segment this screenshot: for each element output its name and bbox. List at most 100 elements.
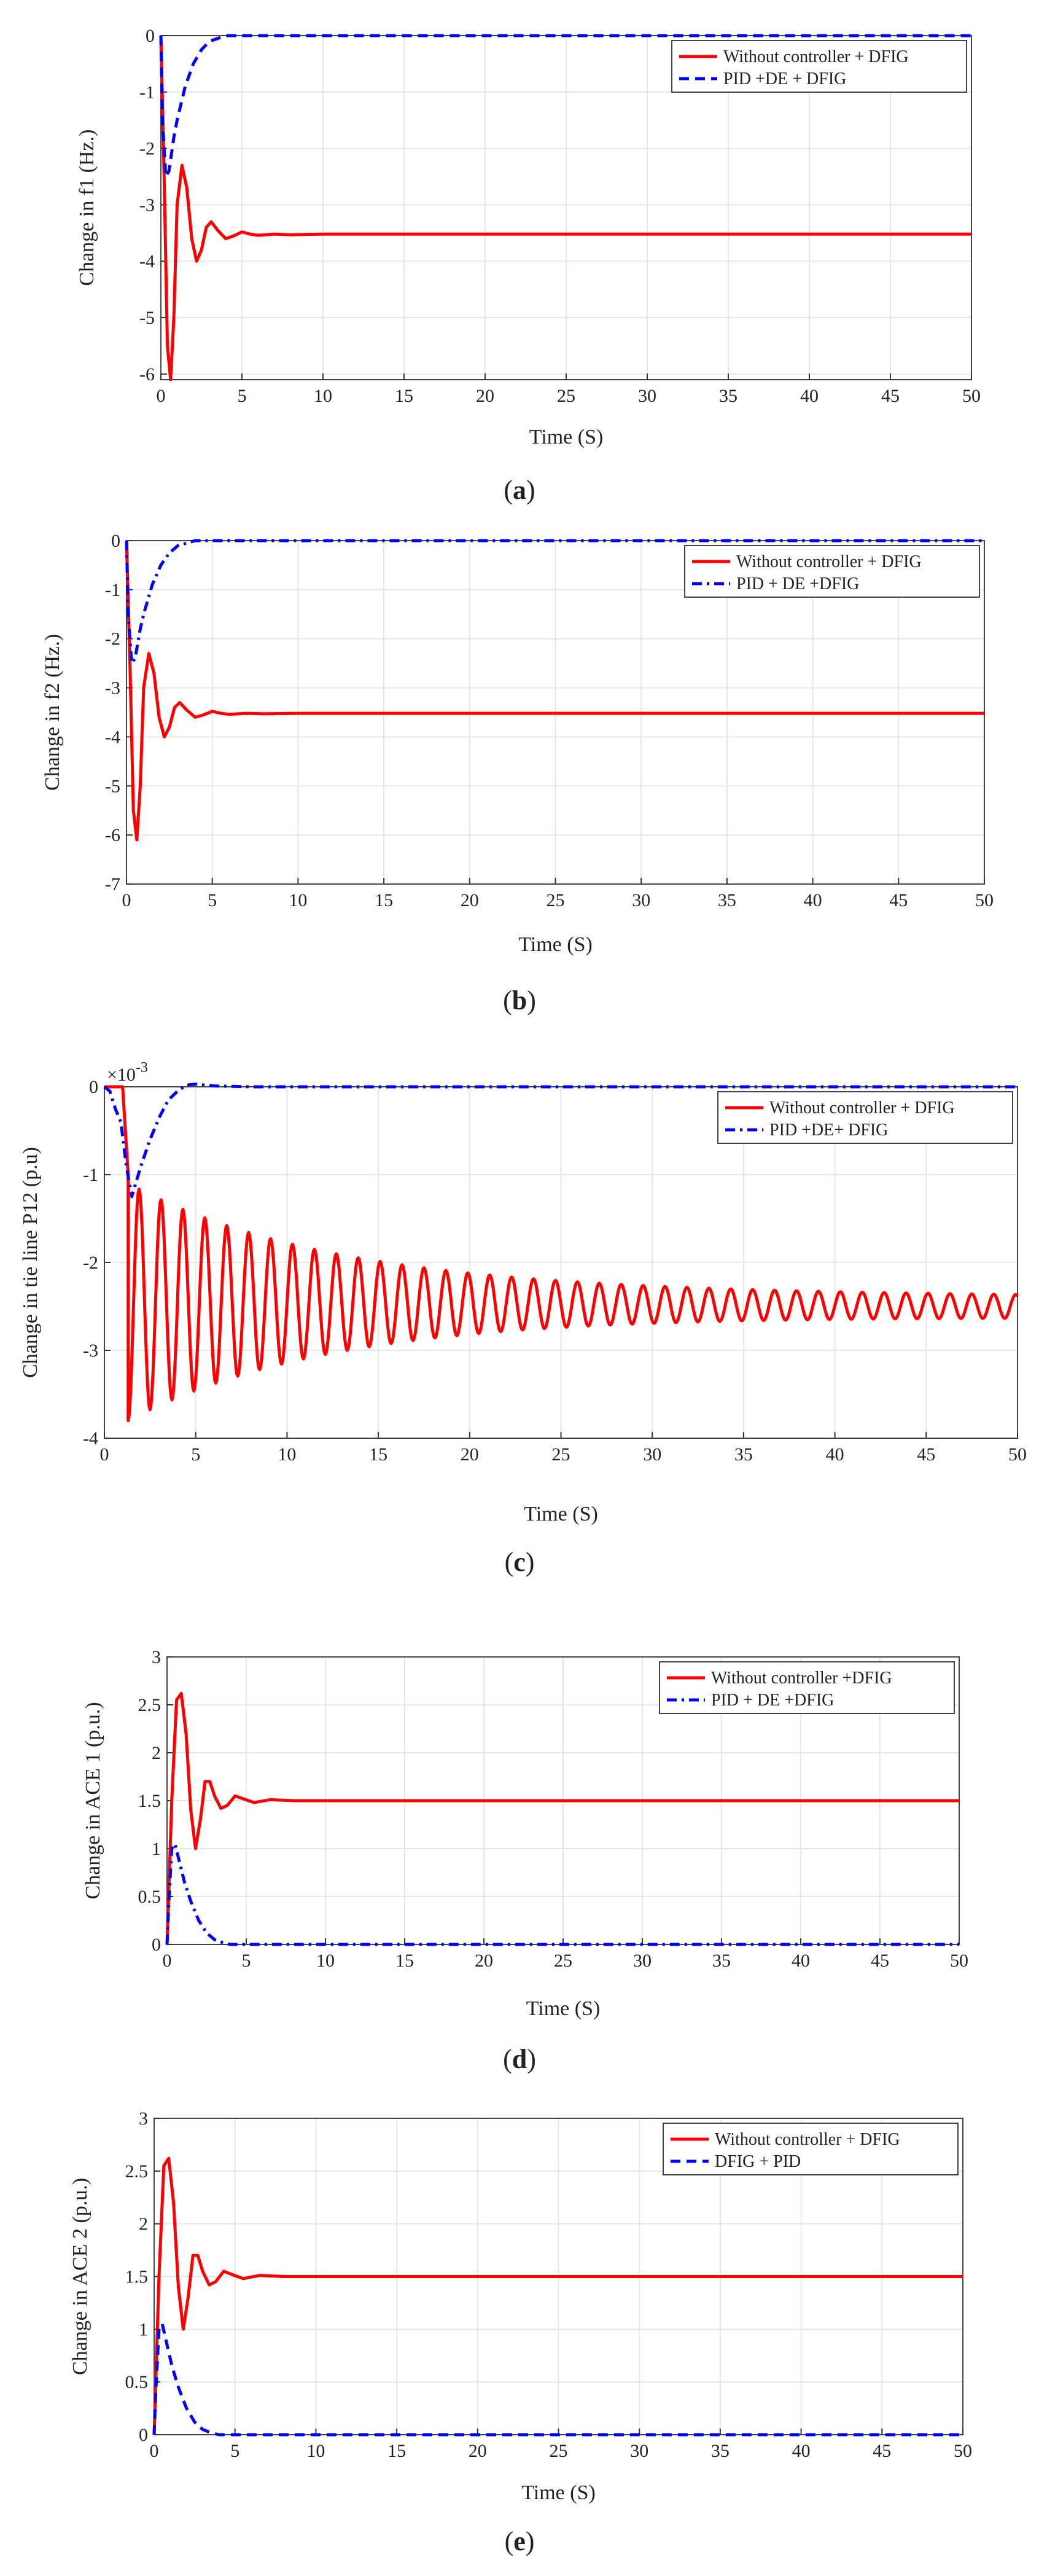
panel-label: (b) bbox=[503, 985, 536, 1016]
x-tick-label: 15 bbox=[387, 2441, 406, 2461]
panel-label: (d) bbox=[503, 2044, 536, 2074]
legend: Without controller + DFIG DFIG + PID bbox=[663, 2123, 959, 2175]
legend-box bbox=[717, 1091, 1013, 1144]
x-tick-label: 30 bbox=[632, 890, 650, 910]
x-tick-label: 30 bbox=[630, 2441, 648, 2461]
y-tick-label: -1 bbox=[105, 580, 120, 600]
x-axis-title: Time (S) bbox=[526, 1997, 601, 2020]
y-tick-label: -5 bbox=[139, 308, 155, 328]
y-tick-label: -4 bbox=[139, 251, 155, 272]
y-tick-label: 0 bbox=[146, 26, 155, 46]
y-tick-label: -5 bbox=[105, 776, 120, 796]
legend: Without controller + DFIG PID + DE +DFIG bbox=[684, 545, 980, 598]
y-tick-label: -7 bbox=[105, 874, 120, 895]
y-tick-label: 0 bbox=[111, 531, 120, 551]
legend: Without controller +DFIG PID + DE +DFIG bbox=[659, 1661, 955, 1714]
exponent-base: ×10 bbox=[107, 1065, 136, 1085]
x-tick-label: 15 bbox=[369, 1444, 387, 1465]
x-tick-label: 50 bbox=[1008, 1444, 1027, 1465]
x-tick-label: 0 bbox=[150, 2441, 159, 2461]
x-tick-label: 40 bbox=[826, 1444, 844, 1465]
y-tick-label: -1 bbox=[83, 1165, 98, 1185]
series-line-controlled bbox=[159, 34, 971, 178]
panel-label-letter: a bbox=[513, 475, 526, 505]
x-tick-label: 15 bbox=[375, 890, 393, 910]
panel-label: (e) bbox=[505, 2526, 535, 2556]
x-tick-label: 50 bbox=[950, 1951, 968, 1971]
y-tick-label: 0 bbox=[139, 2425, 148, 2445]
x-tick-label: 5 bbox=[191, 1444, 200, 1465]
panel-label-letter: c bbox=[513, 1547, 526, 1577]
x-tick-label: 40 bbox=[804, 890, 822, 910]
x-tick-label: 5 bbox=[230, 2441, 239, 2461]
x-tick-label: 35 bbox=[711, 2441, 730, 2461]
x-tick-label: 35 bbox=[718, 890, 736, 910]
y-tick-label: 3 bbox=[139, 2108, 148, 2129]
series-line-controlled bbox=[125, 539, 984, 665]
x-tick-label: 10 bbox=[278, 1444, 296, 1465]
legend-entry-label: DFIG + PID bbox=[715, 2152, 801, 2171]
y-tick-label: 0 bbox=[152, 1935, 161, 1955]
series-line-uncontrolled bbox=[159, 35, 971, 382]
y-tick-label: -2 bbox=[139, 139, 155, 159]
x-tick-label: 25 bbox=[547, 890, 565, 910]
x-tick-label: 25 bbox=[552, 1444, 570, 1465]
panel-label-open: ( bbox=[505, 2526, 514, 2556]
y-tick-label: 2.5 bbox=[125, 2161, 149, 2182]
legend-entry-label: PID +DE+ DFIG bbox=[769, 1121, 888, 1140]
x-tick-label: 25 bbox=[557, 386, 575, 406]
panel-label-close: ) bbox=[526, 2526, 535, 2556]
series-line-uncontrolled bbox=[152, 2156, 963, 2435]
x-tick-label: 25 bbox=[550, 2441, 568, 2461]
legend-box bbox=[671, 40, 967, 93]
x-tick-label: 0 bbox=[122, 890, 131, 910]
x-tick-label: 45 bbox=[889, 890, 908, 910]
series-line-uncontrolled bbox=[104, 1085, 1019, 1422]
x-tick-label: 10 bbox=[316, 1951, 335, 1971]
y-tick-label: -3 bbox=[105, 678, 120, 699]
x-tick-label: 40 bbox=[792, 1951, 810, 1971]
y-tick-label: 2 bbox=[152, 1743, 161, 1763]
panel-label-close: ) bbox=[527, 2044, 536, 2074]
series-line-uncontrolled bbox=[125, 540, 984, 842]
x-tick-label: 20 bbox=[476, 386, 494, 406]
x-tick-label: 35 bbox=[734, 1444, 753, 1465]
x-tick-label: 5 bbox=[208, 890, 217, 910]
x-tick-label: 40 bbox=[800, 386, 819, 406]
x-tick-label: 10 bbox=[289, 890, 307, 910]
y-tick-label: -2 bbox=[83, 1253, 98, 1273]
x-tick-label: 45 bbox=[917, 1444, 935, 1465]
panel-label-close: ) bbox=[526, 475, 535, 505]
y-axis-title: Change in ACE 1 (p.u.) bbox=[82, 1702, 104, 1899]
x-tick-label: 30 bbox=[643, 1444, 661, 1465]
chart-panel-b: 0 5 10 15 20 25 30 35 40 45 50 0 -1 -2 -3 -4 -5 -6 -7 Time … bbox=[41, 531, 994, 1016]
x-tick-label: 5 bbox=[238, 386, 247, 406]
y-tick-label: -3 bbox=[83, 1341, 98, 1361]
legend-entry-label: Without controller + DFIG bbox=[723, 47, 909, 66]
x-axis-title: Time (S) bbox=[524, 1503, 598, 1525]
panel-label-open: ( bbox=[505, 1547, 514, 1577]
x-tick-label: 40 bbox=[792, 2441, 811, 2461]
y-tick-label: 0 bbox=[89, 1077, 98, 1097]
x-axis-title: Time (S) bbox=[529, 426, 604, 448]
x-tick-label: 45 bbox=[873, 2441, 891, 2461]
legend-entry-label: Without controller +DFIG bbox=[711, 1669, 892, 1688]
x-tick-label: 10 bbox=[306, 2441, 325, 2461]
panel-label-open: ( bbox=[504, 475, 513, 505]
panel-label-close: ) bbox=[526, 1547, 535, 1577]
y-tick-label: 0.5 bbox=[125, 2372, 149, 2392]
chart-panel-d: 0 5 10 15 20 25 30 35 40 45 50 0 0.5 1 1.5 2 2.5 3 Time (S… bbox=[82, 1647, 968, 2074]
x-tick-label: 50 bbox=[975, 890, 994, 910]
y-tick-label: 1 bbox=[139, 2319, 148, 2339]
legend: Without controller + DFIG PID +DE + DFIG bbox=[671, 40, 967, 93]
chart-panel-e: 0 5 10 15 20 25 30 35 40 45 50 0 0.5 1 1.5 2 2.5 3 Time (S… bbox=[69, 2108, 972, 2556]
panel-label-close: ) bbox=[527, 985, 536, 1016]
x-tick-label: 0 bbox=[100, 1444, 109, 1465]
panel-label-letter: b bbox=[512, 985, 527, 1016]
y-tick-label: -6 bbox=[139, 364, 155, 385]
x-tick-label: 50 bbox=[954, 2441, 972, 2461]
x-tick-label: 45 bbox=[881, 386, 900, 406]
x-tick-label: 0 bbox=[157, 386, 166, 406]
x-tick-label: 30 bbox=[633, 1951, 652, 1971]
x-tick-label: 50 bbox=[962, 386, 981, 406]
